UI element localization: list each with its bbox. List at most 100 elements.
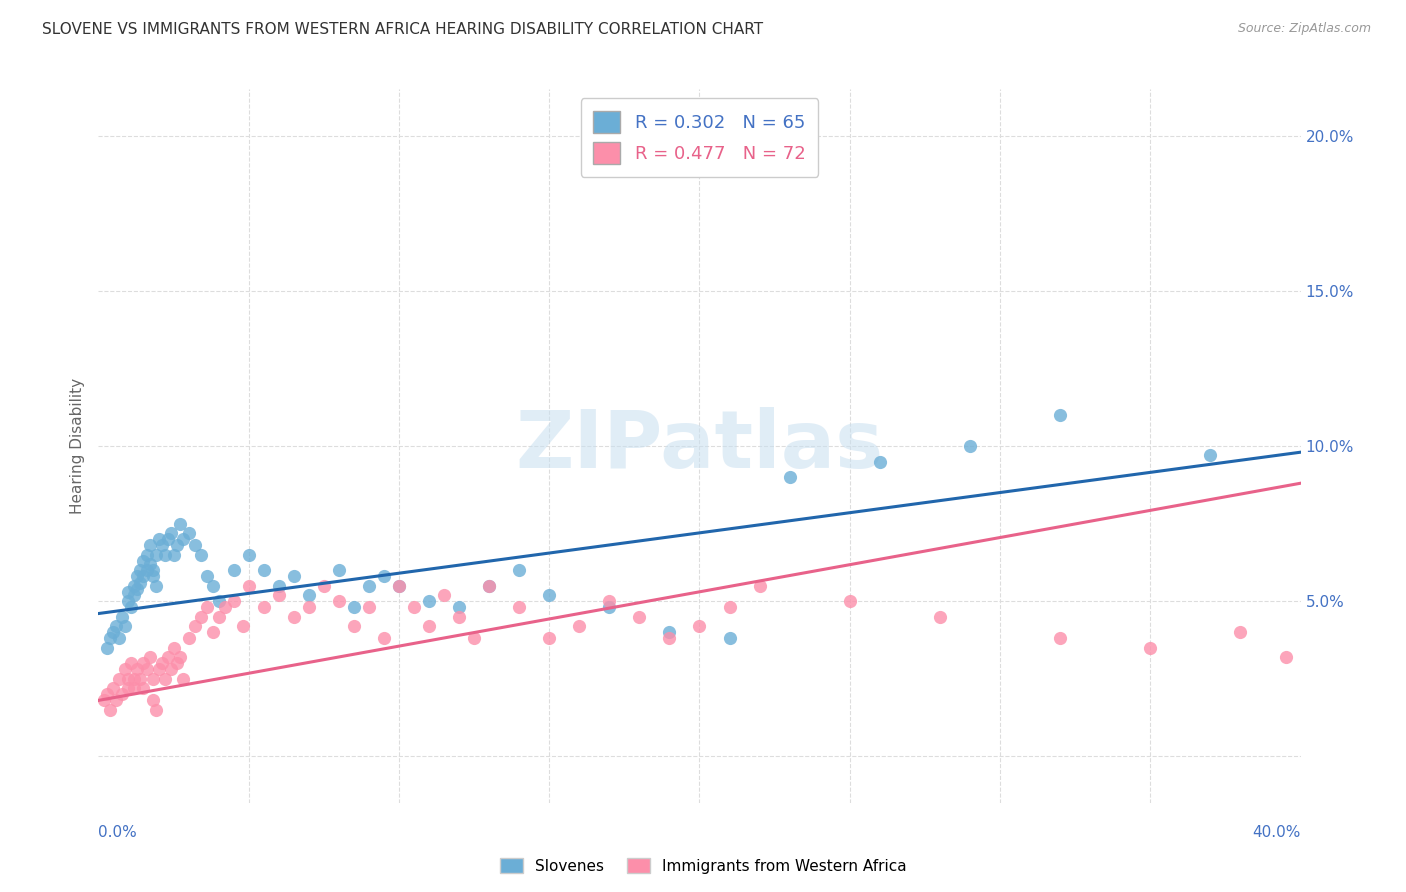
Point [117,594,139,608]
Point [343,600,366,615]
Point [172,672,194,686]
Point [1199,448,1222,462]
Point [159,662,181,676]
Point [538,588,561,602]
Point [127,582,149,596]
Point [718,600,741,615]
Point [447,600,470,615]
Point [108,672,131,686]
Point [141,672,163,686]
Point [141,569,163,583]
Point [114,619,136,633]
Point [328,563,350,577]
Point [132,681,155,695]
Point [138,650,160,665]
Point [127,569,149,583]
Point [222,563,245,577]
Point [418,619,440,633]
Point [172,532,194,546]
Point [214,600,236,615]
Point [169,650,191,665]
Point [195,600,218,615]
Point [418,594,440,608]
Point [105,693,128,707]
Point [838,594,860,608]
Point [150,538,173,552]
Point [312,579,335,593]
Point [127,662,149,676]
Point [328,594,350,608]
Point [283,609,305,624]
Legend: R = 0.302   N = 65, R = 0.477   N = 72: R = 0.302 N = 65, R = 0.477 N = 72 [581,98,818,177]
Point [132,554,155,568]
Point [190,609,212,624]
Point [153,548,176,562]
Point [959,439,981,453]
Point [121,600,143,615]
Point [166,656,188,670]
Point [183,538,205,552]
Point [93,693,115,707]
Point [238,579,260,593]
Point [135,548,157,562]
Point [129,672,152,686]
Point [148,532,170,546]
Point [96,687,118,701]
Point [238,548,260,562]
Point [156,650,179,665]
Point [1049,632,1071,646]
Point [1229,625,1251,640]
Point [568,619,591,633]
Point [1139,640,1161,655]
Text: ZIPatlas: ZIPatlas [516,407,883,485]
Point [628,609,651,624]
Point [124,681,146,695]
Point [183,619,205,633]
Point [343,619,366,633]
Point [153,672,176,686]
Point [208,594,231,608]
Point [195,569,218,583]
Point [145,548,167,562]
Point [357,579,380,593]
Point [114,662,136,676]
Point [145,579,167,593]
Point [124,588,146,602]
Point [129,563,152,577]
Point [135,563,157,577]
Point [298,588,321,602]
Point [478,579,501,593]
Point [232,619,254,633]
Point [598,594,620,608]
Point [433,588,456,602]
Point [117,584,139,599]
Point [124,579,146,593]
Point [869,454,891,468]
Point [96,640,118,655]
Point [658,632,681,646]
Point [689,619,711,633]
Point [718,632,741,646]
Point [478,579,501,593]
Point [598,600,620,615]
Point [508,563,530,577]
Point [658,625,681,640]
Point [388,579,411,593]
Point [103,625,125,640]
Point [121,656,143,670]
Point [166,538,188,552]
Y-axis label: Hearing Disability: Hearing Disability [70,378,86,514]
Point [201,625,224,640]
Point [117,672,139,686]
Point [508,600,530,615]
Point [177,632,200,646]
Point [1274,650,1296,665]
Point [156,532,179,546]
Point [208,609,231,624]
Point [169,516,191,531]
Point [267,588,290,602]
Point [447,609,470,624]
Text: 40.0%: 40.0% [1253,825,1301,840]
Point [145,703,167,717]
Point [141,563,163,577]
